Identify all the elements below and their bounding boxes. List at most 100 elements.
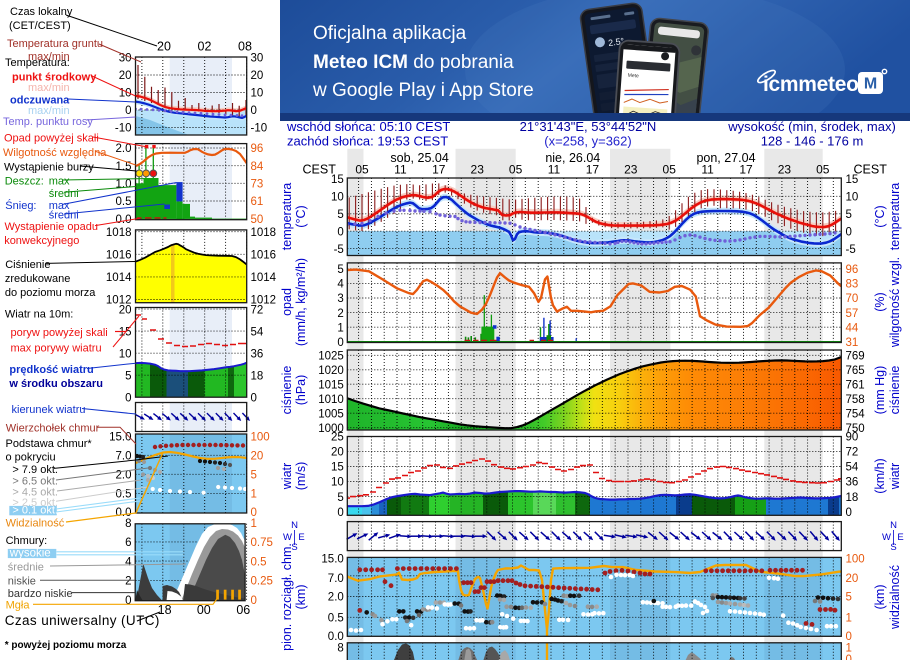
svg-text:wiatr: wiatr [280, 463, 294, 490]
svg-text:1.0: 1.0 [116, 179, 132, 191]
svg-text:05: 05 [663, 163, 677, 177]
svg-text:(mm/h, kg/m²/h): (mm/h, kg/m²/h) [294, 258, 308, 346]
svg-text:max: max [49, 200, 70, 212]
svg-text:E: E [897, 532, 903, 543]
svg-text:3: 3 [337, 293, 343, 305]
svg-text:Podstawa chmur*: Podstawa chmur* [6, 438, 93, 450]
svg-text:wschód słońca: 05:10 CEST: wschód słońca: 05:10 CEST [286, 119, 450, 134]
svg-text:96: 96 [846, 264, 859, 276]
svg-text:0: 0 [125, 595, 131, 607]
svg-text:0: 0 [337, 337, 343, 349]
svg-text:(m/s): (m/s) [294, 462, 308, 490]
svg-text:769: 769 [846, 351, 865, 363]
svg-text:758: 758 [846, 394, 865, 406]
svg-text:20: 20 [119, 70, 132, 82]
svg-text:1014: 1014 [106, 272, 132, 284]
svg-text:5: 5 [846, 209, 852, 221]
svg-text:20: 20 [119, 304, 132, 316]
svg-text:54: 54 [846, 462, 859, 474]
svg-text:1018: 1018 [251, 227, 277, 239]
svg-text:max/min: max/min [28, 51, 70, 63]
svg-text:(%): (%) [873, 292, 887, 311]
svg-text:0.5: 0.5 [328, 613, 344, 625]
svg-text:08: 08 [238, 40, 252, 54]
svg-text:> 0.1 okt.: > 0.1 okt. [12, 505, 58, 517]
svg-text:W: W [882, 532, 891, 543]
svg-text:icmmeteo: icmmeteo [763, 73, 859, 96]
svg-text:73: 73 [251, 179, 264, 191]
svg-text:Meteo ICM do pobrania: Meteo ICM do pobrania [313, 52, 514, 73]
svg-text:punkt środkowy: punkt środkowy [12, 72, 97, 84]
svg-text:opad: opad [280, 288, 294, 316]
svg-text:w środku obszaru: w środku obszaru [8, 378, 103, 390]
svg-text:2.0: 2.0 [116, 470, 132, 482]
svg-text:konwekcyjnego: konwekcyjnego [4, 235, 79, 247]
svg-text:(°C): (°C) [294, 205, 308, 227]
svg-text:Temperatura:: Temperatura: [5, 57, 70, 69]
svg-text:2.0: 2.0 [116, 143, 132, 155]
svg-text:23: 23 [471, 163, 485, 177]
svg-text:10: 10 [331, 192, 344, 204]
svg-text:> 2.5 okt.: > 2.5 okt. [12, 497, 58, 509]
svg-text:niskie: niskie [8, 576, 36, 588]
svg-text:(km): (km) [294, 585, 308, 610]
svg-text:10: 10 [251, 88, 264, 100]
svg-text:ciśnienie: ciśnienie [280, 366, 294, 415]
svg-text:0: 0 [337, 507, 343, 519]
svg-text:1010: 1010 [318, 394, 344, 406]
svg-text:05: 05 [509, 163, 523, 177]
svg-text:05: 05 [816, 163, 830, 177]
svg-text:* powyżej poziomu morza: * powyżej poziomu morza [5, 640, 127, 651]
svg-text:15.0: 15.0 [109, 431, 131, 443]
svg-text:100: 100 [846, 554, 865, 566]
svg-text:72: 72 [846, 447, 859, 459]
svg-text:23: 23 [624, 163, 638, 177]
svg-text:50: 50 [251, 214, 264, 226]
svg-text:17: 17 [586, 163, 600, 177]
svg-text:max porywy wiatru: max porywy wiatru [11, 343, 102, 355]
svg-text:36: 36 [846, 477, 859, 489]
svg-text:0: 0 [251, 393, 257, 405]
svg-text:Wilgotność względna: Wilgotność względna [3, 147, 107, 159]
svg-text:sob, 25.04: sob, 25.04 [390, 151, 448, 165]
svg-text:4: 4 [125, 556, 132, 568]
svg-text:17: 17 [739, 163, 753, 177]
svg-text:18: 18 [251, 370, 264, 382]
svg-text:15: 15 [331, 174, 344, 186]
svg-text:0.0: 0.0 [116, 214, 132, 226]
svg-text:90: 90 [846, 432, 859, 444]
svg-text:00: 00 [197, 603, 211, 617]
svg-text:-5: -5 [334, 244, 344, 256]
svg-text:1012: 1012 [106, 295, 132, 307]
svg-text:31: 31 [846, 337, 859, 349]
svg-text:18: 18 [158, 603, 172, 617]
svg-text:Wystąpienie opadu: Wystąpienie opadu [5, 221, 98, 233]
svg-text:0: 0 [125, 393, 131, 405]
svg-text:10: 10 [119, 88, 132, 100]
svg-text:> 6.5 okt.: > 6.5 okt. [12, 476, 58, 488]
svg-text:> 7.9 okt.: > 7.9 okt. [12, 464, 58, 476]
svg-text:(CET/CEST): (CET/CEST) [9, 20, 71, 32]
svg-text:wysokie: wysokie [9, 548, 51, 560]
svg-text:11: 11 [394, 163, 407, 177]
svg-text:6: 6 [125, 537, 131, 549]
svg-text:(hPa): (hPa) [294, 375, 308, 406]
svg-text:pion. rozciągł. chm.: pion. rozciągł. chm. [280, 543, 294, 651]
svg-text:w Google Play i App Store: w Google Play i App Store [312, 80, 534, 101]
svg-text:1016: 1016 [251, 250, 277, 262]
svg-text:1: 1 [337, 322, 343, 334]
svg-text:temperatura: temperatura [280, 183, 294, 250]
svg-text:11: 11 [548, 163, 561, 177]
svg-text:21°31'43"E, 53°44'52"N: 21°31'43"E, 53°44'52"N [520, 119, 657, 134]
svg-text:128 - 146 - 176 m: 128 - 146 - 176 m [761, 134, 864, 149]
svg-text:7.0: 7.0 [328, 573, 344, 585]
svg-text:Czas uniwersalny (UTC): Czas uniwersalny (UTC) [5, 613, 160, 628]
svg-text:-10: -10 [251, 123, 268, 135]
svg-text:średnie: średnie [8, 562, 44, 574]
svg-text:0.5: 0.5 [116, 196, 132, 208]
svg-text:754: 754 [846, 408, 866, 420]
svg-text:0: 0 [251, 507, 257, 519]
svg-text:wysokość (min, środek, max): wysokość (min, środek, max) [727, 119, 896, 134]
svg-text:72: 72 [251, 304, 264, 316]
svg-text:wiatr: wiatr [888, 463, 902, 490]
